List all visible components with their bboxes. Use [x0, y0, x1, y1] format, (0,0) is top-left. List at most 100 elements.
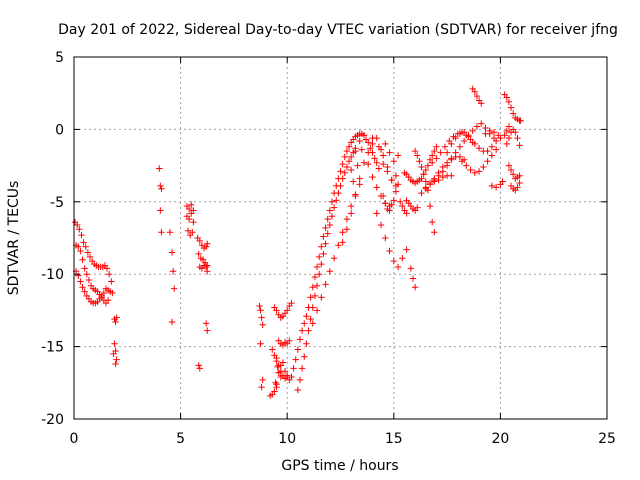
data-point: [288, 373, 295, 381]
data-point: [257, 340, 264, 347]
y-tick-label: -10: [41, 267, 64, 283]
data-point: [399, 202, 406, 210]
data-point: [309, 284, 316, 291]
data-point: [448, 156, 455, 164]
y-tick-label: -15: [41, 340, 64, 356]
data-point: [202, 320, 210, 327]
data-point: [469, 127, 476, 135]
data-point: [273, 383, 280, 391]
data-point: [369, 134, 376, 142]
data-point: [467, 166, 474, 174]
data-point: [79, 256, 86, 263]
data-point: [326, 268, 334, 275]
data-point: [386, 149, 393, 156]
data-point: [318, 294, 325, 301]
data-point: [296, 336, 304, 343]
data-point: [465, 133, 472, 140]
data-point: [296, 376, 304, 384]
y-tick-label: 5: [55, 50, 64, 66]
data-point: [394, 181, 402, 188]
data-point: [456, 143, 464, 150]
data-point: [259, 376, 266, 384]
data-point: [435, 169, 442, 177]
data-point: [320, 233, 327, 240]
y-tick-labels: -20 -15 -10 -5 0 5: [41, 50, 64, 428]
data-point: [490, 134, 498, 142]
data-point: [509, 110, 517, 117]
data-point: [73, 221, 81, 229]
data-point: [157, 182, 164, 190]
x-tick-label: 10: [278, 431, 296, 447]
data-point: [360, 131, 368, 139]
data-point: [113, 314, 120, 321]
data-point: [373, 159, 380, 166]
data-point: [298, 365, 306, 372]
y-tick-label: -5: [50, 195, 64, 211]
data-point: [507, 104, 515, 111]
data-point: [394, 152, 402, 159]
data-point: [275, 362, 282, 369]
data-point: [339, 175, 346, 182]
x-tick-label: 0: [70, 431, 79, 447]
data-point: [326, 221, 334, 229]
data-point: [403, 210, 410, 217]
data-point: [309, 320, 316, 327]
data-point: [377, 221, 385, 229]
data-point: [460, 129, 468, 136]
data-point: [301, 320, 308, 327]
data-point: [112, 318, 119, 326]
data-point: [428, 152, 436, 159]
data-point: [81, 265, 88, 272]
data-point: [171, 285, 178, 292]
data-point: [273, 307, 280, 314]
data-point: [202, 263, 210, 271]
data-point: [277, 373, 285, 381]
data-point: [416, 158, 423, 165]
data-point: [347, 210, 355, 217]
data-point: [499, 178, 506, 185]
data-point: [273, 357, 280, 365]
data-point: [188, 210, 195, 217]
data-point: [399, 255, 406, 262]
data-point: [460, 137, 468, 145]
data-point: [422, 184, 429, 191]
data-point: [514, 134, 521, 142]
data-point: [76, 226, 83, 233]
data-point: [503, 140, 510, 148]
data-point: [356, 137, 363, 145]
data-point: [202, 243, 210, 250]
y-tick-label: 0: [55, 122, 64, 138]
data-point: [392, 188, 400, 195]
data-point: [443, 149, 451, 156]
data-point: [157, 207, 164, 214]
data-point: [492, 184, 500, 191]
data-point: [337, 182, 344, 190]
data-point: [339, 239, 346, 246]
chart-title: Day 201 of 2022, Sidereal Day-to-day VTE…: [58, 22, 618, 38]
data-point: [258, 314, 265, 321]
data-point: [303, 340, 310, 347]
data-point: [158, 229, 165, 236]
data-point: [473, 123, 481, 130]
data-point: [439, 173, 447, 181]
data-point: [105, 271, 113, 278]
data-point: [307, 294, 314, 301]
data-point: [275, 369, 282, 376]
data-point: [350, 178, 357, 185]
data-point: [79, 284, 86, 291]
data-point: [396, 198, 404, 205]
data-point: [185, 205, 193, 213]
data-point: [373, 184, 380, 191]
data-point: [313, 282, 321, 289]
axis-ticks: [73, 56, 608, 420]
data-point: [345, 143, 353, 150]
data-point: [315, 271, 323, 278]
data-point: [356, 181, 363, 188]
data-point: [322, 240, 329, 247]
data-point: [488, 152, 496, 159]
grid-lines: [74, 57, 607, 419]
data-point: [169, 268, 177, 275]
data-point: [475, 145, 483, 152]
data-point: [313, 307, 321, 314]
